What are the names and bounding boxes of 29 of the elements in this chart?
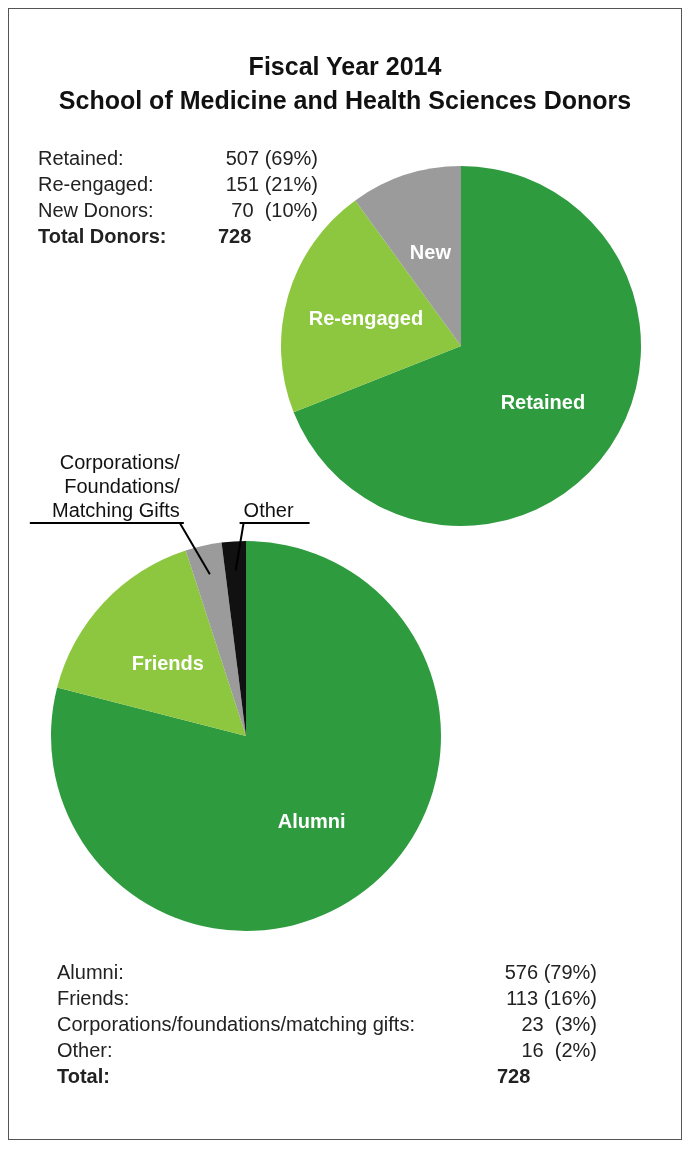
text: Alumni:	[57, 960, 125, 985]
text: 728	[218, 224, 253, 249]
text: 16 (2%)	[520, 1038, 597, 1063]
text: New Donors:	[38, 198, 155, 223]
slice-label: New	[409, 240, 452, 263]
text: 113 (16%)	[505, 986, 597, 1011]
text: 576 (79%)	[503, 960, 597, 985]
text: Retained:	[38, 146, 125, 171]
slice-label: Friends	[131, 651, 204, 674]
text: Total:	[57, 1064, 111, 1089]
text: Friends:	[57, 986, 131, 1011]
chart-subtitle: School of Medicine and Health Sciences Donors	[57, 85, 633, 116]
text: Re-engaged:	[38, 172, 155, 197]
pie-slice	[57, 550, 246, 736]
slice-label: Corporations/ Foundations/ Matching Gifts	[52, 451, 181, 521]
text: 507 (69%)	[224, 146, 318, 171]
slice-label: Retained	[500, 390, 586, 413]
text: 23 (3%)	[520, 1012, 597, 1037]
slice-label: Other	[243, 499, 294, 521]
text: Corporations/foundations/matching gifts:	[57, 1012, 416, 1037]
pie-slice	[51, 541, 441, 931]
text: Total Donors:	[38, 224, 168, 249]
text: Other:	[57, 1038, 114, 1063]
text: 728	[497, 1064, 532, 1089]
text: 70 (10%)	[230, 198, 318, 223]
chart-title: Fiscal Year 2014	[247, 51, 443, 82]
slice-label: Re-engaged	[308, 307, 424, 330]
text: 151 (21%)	[224, 172, 318, 197]
slice-label: Alumni	[277, 809, 346, 832]
